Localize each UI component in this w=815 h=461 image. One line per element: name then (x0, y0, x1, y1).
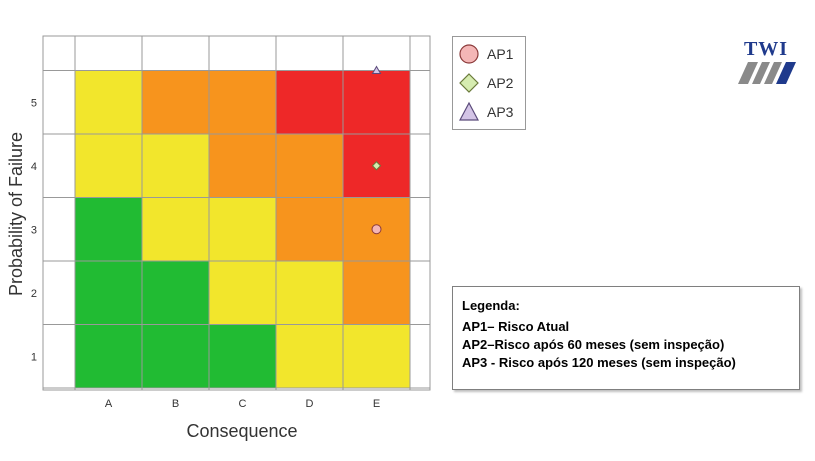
legend-notes-box: Legenda: AP1– Risco Atual AP2–Risco após… (452, 286, 800, 390)
y-tick-label: 3 (31, 224, 37, 236)
risk-cell-A1 (74, 324, 143, 389)
x-tick-label: D (306, 398, 314, 410)
risk-cell-C1 (208, 324, 277, 389)
note-line-ap1: AP1– Risco Atual (462, 319, 570, 334)
risk-cell-D5 (275, 70, 344, 135)
x-tick-label: E (373, 398, 380, 410)
risk-cell-D1 (275, 324, 344, 389)
risk-cell-E1 (342, 324, 411, 389)
x-axis-title: Consequence (186, 421, 297, 441)
legend-item-ap3: AP3 (457, 99, 513, 125)
notes-title: Legenda: (462, 298, 520, 313)
data-points (371, 65, 382, 235)
data-point-ap1 (371, 224, 382, 235)
risk-cell-C3 (208, 197, 277, 262)
y-tick-label: 1 (31, 351, 37, 363)
risk-cell-A3 (74, 197, 143, 262)
risk-cell-D2 (275, 260, 344, 325)
legend-item-ap2: AP2 (457, 70, 513, 96)
risk-cell-B4 (141, 133, 210, 198)
legend-label-ap2: AP2 (487, 75, 514, 91)
y-axis-title: Probability of Failure (6, 132, 26, 296)
x-tick-label: A (105, 398, 113, 410)
risk-cell-C2 (208, 260, 277, 325)
risk-cell-B2 (141, 260, 210, 325)
y-tick-label: 5 (31, 97, 37, 109)
logo-text: TWI (743, 38, 789, 60)
risk-cells (74, 70, 411, 389)
risk-cell-E5 (342, 70, 411, 135)
risk-cell-E2 (342, 260, 411, 325)
data-point-ap3 (371, 65, 382, 74)
risk-cell-D3 (275, 197, 344, 262)
risk-cell-B5 (141, 70, 210, 135)
y-tick-label: 4 (31, 161, 37, 173)
risk-cell-C5 (208, 70, 277, 135)
risk-cell-B1 (141, 324, 210, 389)
x-tick-label: C (239, 398, 247, 410)
note-line-ap2: AP2–Risco após 60 meses (sem inspeção) (462, 337, 725, 352)
logo-stripes-icon (738, 62, 796, 84)
diamond-marker-icon (459, 73, 479, 93)
risk-cell-C4 (208, 133, 277, 198)
risk-cell-B3 (141, 197, 210, 262)
legend-label-ap3: AP3 (487, 104, 514, 120)
legend-item-ap1: AP1 (457, 41, 513, 67)
risk-cell-A4 (74, 133, 143, 198)
y-tick-label: 2 (31, 288, 37, 300)
risk-cell-D4 (275, 133, 344, 198)
risk-cell-A5 (74, 70, 143, 135)
series-legend: AP1 AP2 AP3 (452, 36, 526, 130)
triangle-marker-icon (459, 101, 479, 121)
data-point-ap2 (371, 161, 382, 171)
legend-label-ap1: AP1 (487, 46, 514, 62)
x-tick-label: B (172, 398, 179, 410)
twi-logo: TWI (736, 38, 796, 88)
risk-cell-A2 (74, 260, 143, 325)
circle-marker-icon (459, 44, 479, 64)
risk-matrix-chart: A B C D E 1 2 3 4 5 Consequence Probability of Fa… (6, 35, 431, 441)
note-line-ap3: AP3 - Risco após 120 meses (sem inspeção… (462, 355, 736, 370)
tick-labels: A B C D E 1 2 3 4 5 (31, 97, 380, 410)
